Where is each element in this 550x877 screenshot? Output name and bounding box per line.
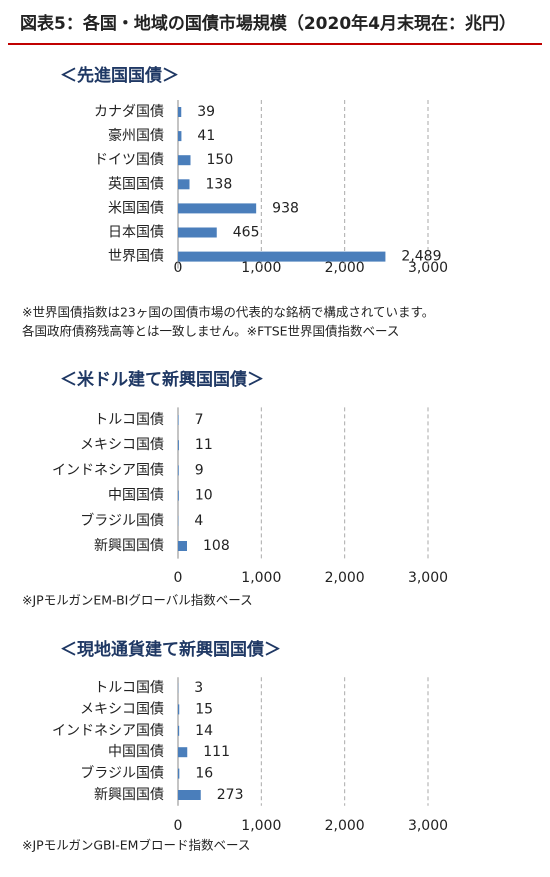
category-label: ドイツ国債 <box>94 152 164 168</box>
category-label: 新興国国債 <box>94 538 164 554</box>
value-label: 39 <box>197 104 215 120</box>
value-label: 108 <box>203 538 230 554</box>
page-title: 図表5：各国・地域の国債市場規模（2020年4月末現在：兆円） <box>20 13 516 34</box>
value-label: 465 <box>233 225 260 241</box>
value-label: 14 <box>195 723 213 739</box>
category-label: メキシコ国債 <box>80 701 164 717</box>
category-label: 世界国債 <box>108 249 164 265</box>
value-label: 10 <box>195 488 213 504</box>
bar <box>178 155 191 166</box>
value-label: 938 <box>272 200 299 216</box>
x-tick-label: 1,000 <box>241 818 281 834</box>
value-label: 138 <box>206 176 233 192</box>
category-label: 豪州国債 <box>108 128 164 144</box>
bar <box>178 179 190 190</box>
value-label: 41 <box>197 128 215 144</box>
bar <box>178 768 180 779</box>
category-label: トルコ国債 <box>94 680 164 696</box>
category-label: ブラジル国債 <box>80 765 164 782</box>
note: ※JPモルガンEM-BIグローバル指数ベース <box>22 593 253 608</box>
bar <box>178 131 182 142</box>
value-label: 9 <box>195 462 204 478</box>
note: 各国政府債務残高等とは一致しません。※FTSE世界国債指数ベース <box>22 324 399 339</box>
bar <box>178 465 179 476</box>
value-label: 15 <box>195 701 213 717</box>
category-label: 中国国債 <box>108 744 164 760</box>
category-label: 新興国国債 <box>94 787 164 803</box>
category-label: メキシコ国債 <box>80 437 164 453</box>
value-label: 150 <box>207 152 234 168</box>
value-label: 11 <box>195 437 213 453</box>
note: ※JPモルガンGBI-EMブロード指数ベース <box>22 838 250 853</box>
category-label: 米国国債 <box>108 200 164 216</box>
category-label: 英国国債 <box>108 175 164 192</box>
category-label: トルコ国債 <box>94 412 164 428</box>
x-tick-label: 2,000 <box>325 818 365 834</box>
bar <box>178 415 179 425</box>
x-tick-label: 2,000 <box>325 570 365 586</box>
x-tick-label: 0 <box>174 570 183 586</box>
bar <box>178 107 182 117</box>
x-tick-label: 3,000 <box>408 818 448 834</box>
x-tick-label: 1,000 <box>241 570 281 586</box>
value-label: 3 <box>194 680 203 696</box>
bar <box>178 227 217 238</box>
bar <box>178 790 201 800</box>
bar <box>178 251 386 262</box>
category-label: カナダ国債 <box>94 104 164 120</box>
bar <box>178 541 187 551</box>
value-label: 16 <box>195 766 213 782</box>
bar <box>178 203 257 214</box>
note: ※世界国債指数は23ヶ国の国債市場の代表的な銘柄で構成されています。 <box>22 305 434 320</box>
value-label: 111 <box>203 744 230 760</box>
category-label: ブラジル国債 <box>80 512 164 529</box>
bar <box>178 704 180 715</box>
x-tick-label: 3,000 <box>408 570 448 586</box>
value-label: 2,489 <box>401 249 441 265</box>
value-label: 7 <box>195 412 204 428</box>
category-label: インドネシア国債 <box>52 462 164 478</box>
category-label: 中国国債 <box>108 488 164 504</box>
chart-title: ＜先進国国債＞ <box>60 65 179 86</box>
chart-title: ＜現地通貨建て新興国国債＞ <box>60 639 281 660</box>
value-label: 273 <box>217 787 244 803</box>
bar <box>178 440 179 451</box>
category-label: 日本国債 <box>108 225 164 241</box>
bar <box>178 747 188 758</box>
category-label: インドネシア国債 <box>52 723 164 739</box>
bar <box>178 725 180 736</box>
bar <box>178 490 179 501</box>
chart-title: ＜米ドル建て新興国国債＞ <box>60 369 264 390</box>
value-label: 4 <box>194 513 203 529</box>
x-tick-label: 0 <box>174 818 183 834</box>
